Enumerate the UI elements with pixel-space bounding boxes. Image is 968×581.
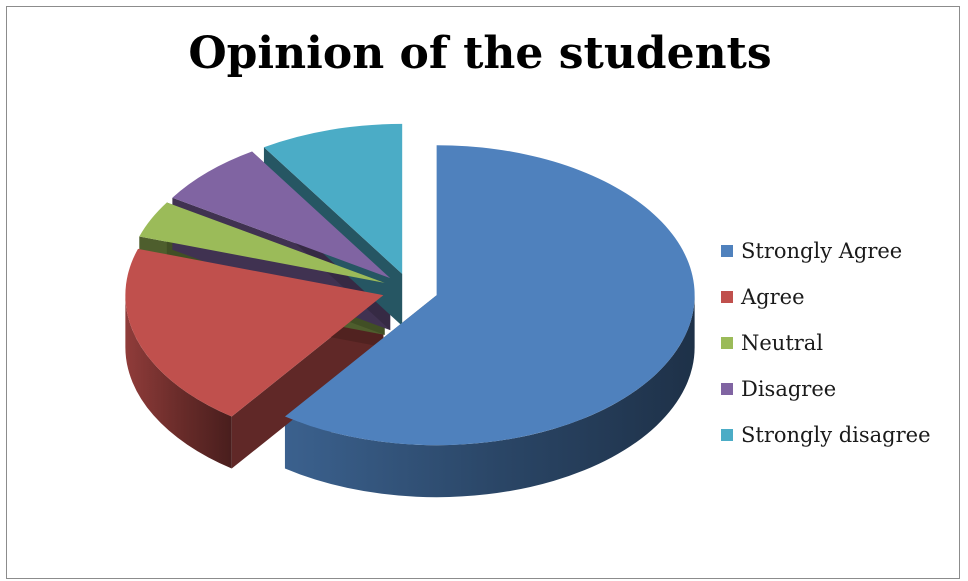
- legend-label-agree: Agree: [741, 285, 805, 309]
- legend-item-disagree: Disagree: [721, 366, 931, 412]
- legend-label-neutral: Neutral: [741, 331, 824, 355]
- legend-item-neutral: Neutral: [721, 320, 931, 366]
- pie-slice-disagree: [172, 151, 391, 279]
- legend-label-disagree: Disagree: [741, 377, 837, 401]
- pie-slice-strongly-disagree: [263, 123, 403, 274]
- legend-label-strongly-disagree: Strongly disagree: [741, 423, 931, 447]
- pie-slice-agree: [125, 248, 384, 417]
- chart-title: Opinion of the students: [188, 28, 772, 79]
- legend-swatch-agree: [721, 291, 733, 303]
- legend-item-strongly-disagree: Strongly disagree: [721, 412, 931, 458]
- legend-item-strongly-agree: Strongly Agree: [721, 228, 931, 274]
- legend-label-strongly-agree: Strongly Agree: [741, 239, 903, 263]
- pie-slice-strongly-agree: [284, 145, 695, 446]
- legend-swatch-disagree: [721, 383, 733, 395]
- pie-side-strongly-agree: [284, 295, 695, 498]
- pie-side-agree: [125, 295, 232, 469]
- legend-item-agree: Agree: [721, 274, 931, 320]
- pie-slice-neutral: [139, 202, 385, 283]
- legend-swatch-strongly-disagree: [721, 429, 733, 441]
- legend-swatch-strongly-agree: [721, 245, 733, 257]
- legend-swatch-neutral: [721, 337, 733, 349]
- legend: Strongly Agree Agree Neutral Disagree Strong…: [721, 228, 931, 458]
